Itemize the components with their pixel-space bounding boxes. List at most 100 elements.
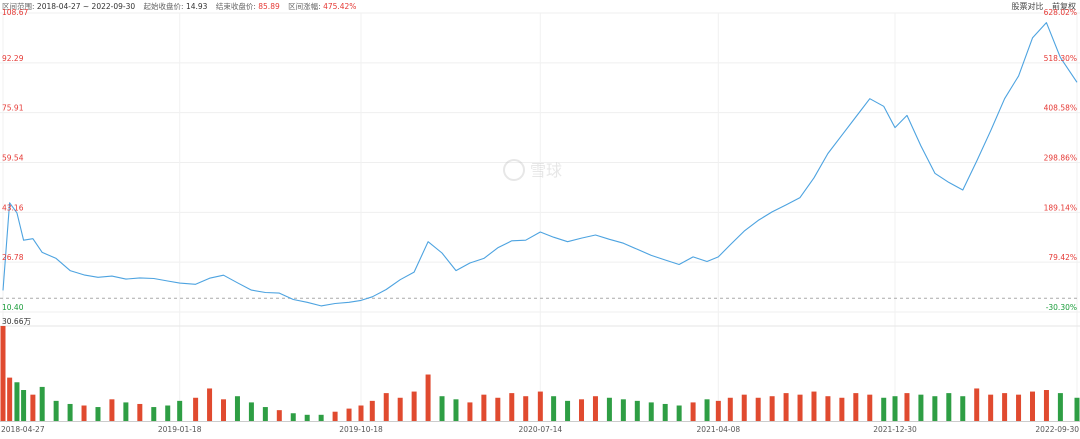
volume-bar (411, 391, 417, 421)
volume-bar (304, 414, 310, 421)
volume-bar (1074, 397, 1080, 421)
volume-bar (634, 400, 640, 421)
y-tick-label-right: 518.30% (1044, 54, 1077, 63)
y-tick-label-left: 75.91 (2, 104, 24, 113)
volume-bar (21, 390, 27, 421)
volume-bar (1029, 391, 1035, 421)
volume-bar (755, 397, 761, 421)
x-tick-label: 2022-09-30 (1035, 425, 1079, 434)
volume-bar (453, 399, 459, 421)
y-tick-label-left: 108.67 (2, 8, 28, 17)
volume-bar (290, 413, 296, 421)
x-axis-labels: 2018-04-27 2019-01-18 2019-10-18 2020-07-14… (1, 425, 1079, 434)
volume-bar (551, 396, 557, 421)
volume-bars (0, 326, 1080, 421)
volume-bar (1016, 394, 1022, 421)
y-tick-label-right: 298.86% (1044, 153, 1077, 162)
volume-bar (904, 393, 910, 421)
volume-bar (839, 397, 845, 421)
volume-bar (537, 391, 543, 421)
change-label: 区间涨幅: (288, 2, 321, 11)
volume-bar (881, 397, 887, 421)
start-close-label: 起始收盘价: (143, 2, 184, 11)
chart-toolbar: 股票对比 前复权 (1005, 1, 1076, 12)
volume-bar (439, 396, 445, 421)
x-tick-label: 2021-12-30 (873, 425, 917, 434)
y-tick-label-left: 59.54 (2, 153, 24, 162)
volume-bar (495, 397, 501, 421)
y-tick-label-left: 92.29 (2, 54, 24, 63)
x-tick-label: 2019-10-18 (339, 425, 383, 434)
volume-bar (811, 391, 817, 421)
volume-bar (1002, 393, 1008, 421)
end-close-value: 85.89 (258, 2, 280, 11)
volume-bar (797, 394, 803, 421)
y-tick-label-left: 26.78 (2, 253, 24, 262)
change-value: 475.42% (323, 2, 357, 11)
adjustment-button[interactable]: 前复权 (1052, 2, 1076, 11)
volume-bar (690, 402, 696, 421)
volume-bar (358, 405, 364, 421)
volume-bar (369, 400, 375, 421)
volume-bar (467, 402, 473, 421)
volume-bar (662, 403, 668, 421)
range-info-bar: 区间范围: 2018-04-27 ~ 2022-09-30 起始收盘价: 14.… (2, 1, 356, 12)
volume-bar (30, 394, 36, 421)
volume-bar (7, 377, 13, 421)
volume-bar (606, 397, 612, 421)
volume-bar (14, 382, 20, 421)
volume-bar (262, 407, 268, 421)
volume-bar (221, 399, 227, 421)
grid (0, 12, 1080, 422)
y-tick-label-right: 408.58% (1044, 104, 1077, 113)
volume-bar (137, 403, 143, 421)
y-axis-labels: 108.67 628.02% 92.29 518.30% 75.91 408.58% 59.… (2, 8, 1077, 312)
volume-bar (425, 374, 431, 421)
volume-bar (151, 407, 157, 421)
volume-bar (397, 397, 403, 421)
watermark-logo-icon (503, 159, 525, 181)
price-line-layer (2, 22, 1078, 307)
volume-bar (165, 405, 171, 421)
volume-bar (853, 393, 859, 421)
volume-bar (715, 400, 721, 421)
end-close-label: 结束收盘价: (215, 2, 256, 11)
volume-bar (109, 399, 115, 421)
volume-bar (123, 402, 129, 421)
volume-bar (193, 397, 199, 421)
volume-bar (892, 396, 898, 421)
volume-bar (1057, 393, 1063, 421)
volume-bar (648, 402, 654, 421)
volume-bar (592, 396, 598, 421)
volume-bar (783, 393, 789, 421)
volume-bar (932, 396, 938, 421)
x-tick-label: 2021-04-08 (697, 425, 741, 434)
volume-bar (918, 394, 924, 421)
volume-bar (769, 396, 775, 421)
volume-bar (960, 396, 966, 421)
x-tick-label: 2020-07-14 (519, 425, 563, 434)
volume-bar (0, 326, 6, 421)
volume-bar (523, 396, 529, 421)
range-label: 区间范围: (2, 2, 35, 11)
y-tick-label-right: 628.02% (1044, 8, 1077, 17)
stock-compare-button[interactable]: 股票对比 (1011, 2, 1044, 11)
volume-bar (565, 400, 571, 421)
volume-bar (207, 388, 213, 421)
volume-bar (704, 399, 710, 421)
volume-bar (946, 393, 952, 421)
volume-bar (67, 403, 73, 421)
volume-bar (988, 394, 994, 421)
volume-bar (346, 408, 352, 421)
y-tick-label-left: 43.16 (2, 203, 24, 212)
x-tick-label: 2019-01-18 (158, 425, 202, 434)
volume-bar (741, 394, 747, 421)
volume-bar (481, 394, 487, 421)
volume-bar (867, 394, 873, 421)
volume-bar (579, 399, 585, 421)
x-tick-label: 2018-04-27 (1, 425, 45, 434)
volume-bar (53, 400, 59, 421)
start-close-value: 14.93 (185, 2, 208, 11)
volume-axis-max-label: 30.66万 (2, 317, 31, 326)
